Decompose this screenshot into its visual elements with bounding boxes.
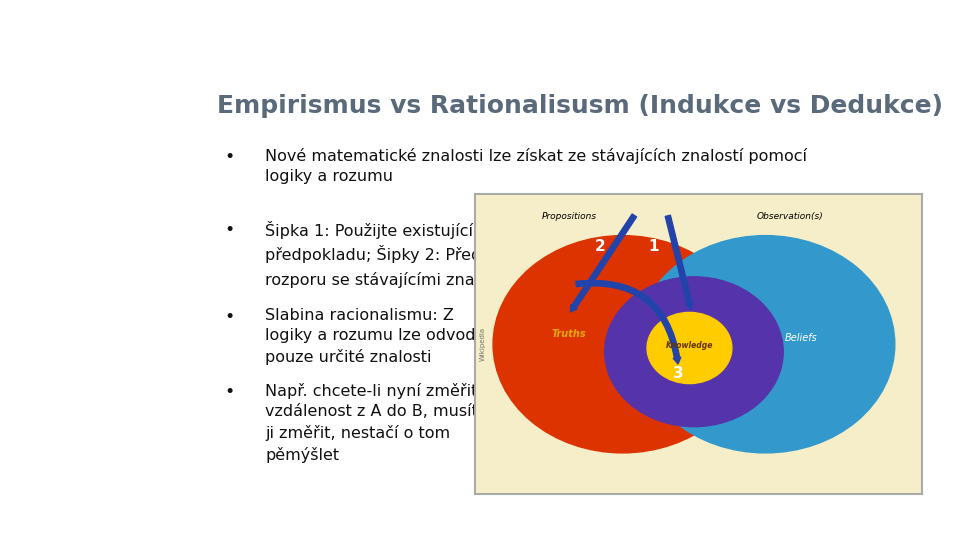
- Text: •: •: [225, 308, 234, 326]
- Text: Nové matematické znalosti lze získat ze stávajících znalostí pomocí
logiky a roz: Nové matematické znalosti lze získat ze …: [265, 148, 807, 184]
- Text: •: •: [225, 148, 234, 166]
- Text: Beliefs: Beliefs: [784, 333, 818, 342]
- Text: Observation(s): Observation(s): [756, 212, 824, 221]
- Text: •: •: [225, 221, 234, 239]
- Text: 2: 2: [595, 239, 606, 254]
- Text: Empirismus vs Rationalisusm (Indukce vs Dedukce): Empirismus vs Rationalisusm (Indukce vs …: [217, 94, 943, 118]
- Circle shape: [647, 313, 732, 383]
- Text: Truths: Truths: [552, 329, 587, 339]
- Text: Knowledge: Knowledge: [666, 341, 713, 350]
- Text: 3: 3: [673, 366, 684, 381]
- Circle shape: [605, 277, 783, 427]
- Text: Šipka 1: Použijte existující matematické pravdy (axiomy) k odvozovéní
předpoklad: Šipka 1: Použijte existující matematické…: [265, 221, 832, 288]
- Text: Slabina racionalismu: Z
logiky a rozumu lze odvodit
pouze určité znalosti: Slabina racionalismu: Z logiky a rozumu …: [265, 308, 487, 365]
- Circle shape: [636, 235, 895, 453]
- Circle shape: [493, 235, 752, 453]
- Text: •: •: [225, 383, 234, 401]
- Text: Např. chcete-li nyní změřit
vzdálenost z A do B, musíte
ji změřit, nestačí o tom: Např. chcete-li nyní změřit vzdálenost z…: [265, 383, 488, 463]
- Text: 1: 1: [649, 239, 659, 254]
- Text: Propositions: Propositions: [542, 212, 597, 221]
- Text: Wikipedia: Wikipedia: [480, 327, 486, 361]
